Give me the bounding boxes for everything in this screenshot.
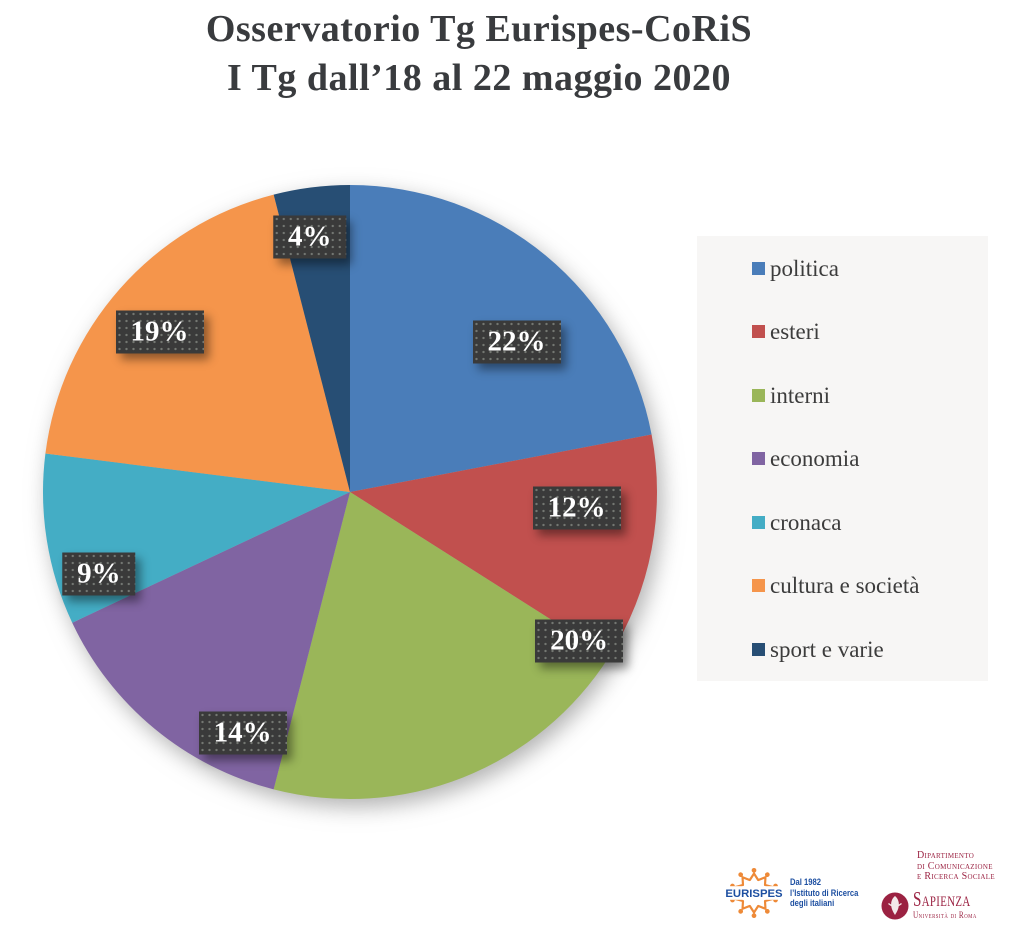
legend-label: interni bbox=[770, 382, 831, 408]
chart-title-line-2: I Tg dall’18 al 22 maggio 2020 bbox=[226, 57, 732, 99]
legend-item-esteri: esteri bbox=[697, 300, 988, 364]
slice-label-cultura-e-società: 19% bbox=[115, 310, 204, 354]
slice-label-politica: 22% bbox=[472, 320, 561, 364]
slice-label-interni: 20% bbox=[535, 619, 624, 663]
legend-item-politica: politica bbox=[697, 236, 988, 300]
legend-item-cronaca: cronaca bbox=[697, 490, 988, 554]
sapienza-subtitle: Università di Roma bbox=[913, 909, 977, 920]
sapienza-department-line: e Ricerca Sociale bbox=[917, 871, 995, 882]
legend-label: politica bbox=[770, 255, 839, 281]
legend-item-sport-e-varie: sport e varie bbox=[697, 617, 988, 681]
slice-label-sport-e-varie: 4% bbox=[272, 215, 347, 259]
eurispes-tagline-line: degli italiani bbox=[790, 898, 835, 909]
sapienza-department: Dipartimento di Comunicazione e Ricerca … bbox=[917, 850, 1020, 883]
sapienza-wordmark: Sapienza bbox=[913, 886, 971, 911]
legend-swatch-icon bbox=[752, 325, 765, 338]
sapienza-department-line: di Comunicazione bbox=[917, 860, 993, 872]
slice-label-esteri: 12% bbox=[532, 486, 621, 530]
pie-slice-sport-e-varie bbox=[273, 185, 350, 492]
eurispes-figure-icon bbox=[748, 905, 760, 919]
eurispes-ring-icon: EURISPES bbox=[723, 867, 785, 919]
legend-label: esteri bbox=[770, 319, 820, 344]
legend-panel: politica esteri interni economia cronaca cult… bbox=[697, 236, 988, 681]
slice-label-cronaca: 9% bbox=[62, 552, 136, 596]
sapienza-emblem-icon bbox=[881, 892, 909, 919]
eurispes-logo: EURISPES Dal 1982 l’Istituto di Ricerca … bbox=[723, 864, 871, 922]
eurispes-figure-icon bbox=[757, 900, 770, 914]
eurispes-tagline-line: Dal 1982 bbox=[790, 877, 822, 888]
chart-title-line-1: Osservatorio Tg Eurispes-CoRiS bbox=[205, 8, 753, 50]
chart-title: Osservatorio Tg Eurispes-CoRiS I Tg dall… bbox=[0, 5, 958, 103]
legend-label: cronaca bbox=[770, 509, 842, 535]
sapienza-logo: Dipartimento di Comunicazione e Ricerca … bbox=[880, 850, 1020, 922]
legend-swatch-icon bbox=[752, 261, 765, 275]
eurispes-figure-icon bbox=[738, 900, 751, 914]
eurispes-tagline-line: l’Istituto di Ricerca bbox=[790, 887, 859, 898]
eurispes-tagline: Dal 1982 l’Istituto di Ricerca degli ita… bbox=[790, 877, 858, 909]
legend-label: cultura e società bbox=[770, 573, 920, 598]
eurispes-figure-icon bbox=[738, 872, 751, 886]
pie-chart: 22% 12% 20% 14% 9% 19% 4% bbox=[30, 172, 670, 812]
slice-label-economia: 14% bbox=[198, 711, 287, 755]
legend-swatch-icon bbox=[752, 579, 765, 592]
legend-label: economia bbox=[770, 446, 860, 471]
eurispes-wordmark: EURISPES bbox=[725, 888, 783, 900]
legend-swatch-icon bbox=[752, 642, 765, 656]
legend-swatch-icon bbox=[752, 515, 765, 529]
legend-item-interni: interni bbox=[697, 363, 988, 427]
legend-swatch-icon bbox=[752, 388, 765, 402]
eurispes-figure-icon bbox=[748, 867, 760, 881]
legend-swatch-icon bbox=[752, 452, 765, 465]
legend-label: sport e varie bbox=[770, 636, 884, 662]
eurispes-figure-icon bbox=[757, 872, 770, 886]
legend-item-cultura-e-società: cultura e società bbox=[697, 554, 988, 618]
eurispes-band bbox=[723, 886, 785, 900]
pie-slice-interni bbox=[273, 492, 610, 800]
legend-item-economia: economia bbox=[697, 427, 988, 491]
sapienza-department-line: Dipartimento bbox=[917, 850, 975, 861]
